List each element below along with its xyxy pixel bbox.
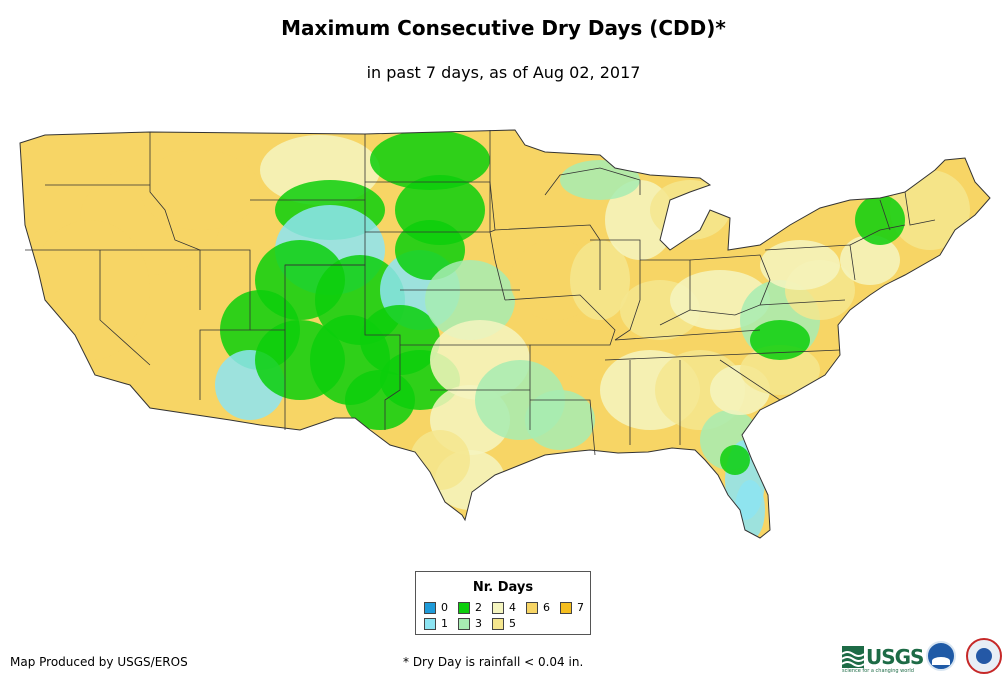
- dry-days-region: [370, 130, 490, 190]
- dry-days-region: [855, 195, 905, 245]
- dry-days-region: [740, 345, 820, 395]
- dry-days-region: [750, 320, 810, 360]
- dry-days-region: [760, 240, 840, 290]
- dry-days-region: [425, 260, 515, 340]
- legend-item-5: 5: [492, 618, 516, 632]
- legend-item-7: 7: [560, 602, 584, 616]
- legend-item-3: 3: [458, 618, 482, 632]
- dry-day-footnote: * Dry Day is rainfall < 0.04 in.: [403, 655, 584, 669]
- legend-swatch-4: [492, 602, 504, 614]
- usgs-wordmark: USGS: [866, 645, 924, 669]
- map-credit: Map Produced by USGS/EROS: [10, 655, 188, 669]
- legend-item-4: 4: [492, 602, 516, 616]
- legend-item-0: 0: [424, 602, 448, 616]
- legend-item-2: 2: [458, 602, 482, 616]
- legend-swatch-5: [492, 618, 504, 630]
- dry-days-region: [720, 445, 750, 475]
- legend-item-6: 6: [526, 602, 550, 616]
- dry-days-region: [525, 390, 595, 450]
- noaa-bird-icon: [932, 657, 950, 665]
- usgs-tagline: science for a changing world: [842, 668, 914, 674]
- dry-days-region: [410, 430, 470, 490]
- usgs-logo: USGS: [841, 642, 924, 672]
- dry-days-region: [840, 235, 900, 285]
- nws-emblem-icon: [976, 648, 992, 664]
- map-title: Maximum Consecutive Dry Days (CDD)*: [281, 16, 726, 40]
- dry-days-region: [890, 170, 970, 250]
- legend-swatch-7: [560, 602, 572, 614]
- noaa-logo: [926, 641, 956, 671]
- map-subtitle: in past 7 days, as of Aug 02, 2017: [366, 63, 641, 82]
- dry-days-region: [140, 150, 260, 230]
- legend-title: Nr. Days: [472, 580, 534, 595]
- usgs-wave-icon: [841, 646, 865, 668]
- legend-swatch-2: [458, 602, 470, 614]
- legend-item-1: 1: [424, 618, 448, 632]
- agency-logos: USGS science for a changing world: [841, 638, 1007, 678]
- us-dry-days-map: [19, 129, 991, 539]
- dry-days-region: [30, 220, 150, 360]
- dry-days-region: [560, 160, 640, 200]
- legend-swatch-1: [424, 618, 436, 630]
- dry-days-region: [550, 320, 630, 380]
- legend-swatch-6: [526, 602, 538, 614]
- nws-logo: [966, 638, 1002, 674]
- dry-days-region: [395, 220, 465, 280]
- legend-swatch-0: [424, 602, 436, 614]
- legend-items: 0 1 2 3 4 5 6 7: [424, 602, 589, 632]
- legend-swatch-3: [458, 618, 470, 630]
- map-legend: Nr. Days 0 1 2 3 4 5 6 7: [415, 571, 591, 635]
